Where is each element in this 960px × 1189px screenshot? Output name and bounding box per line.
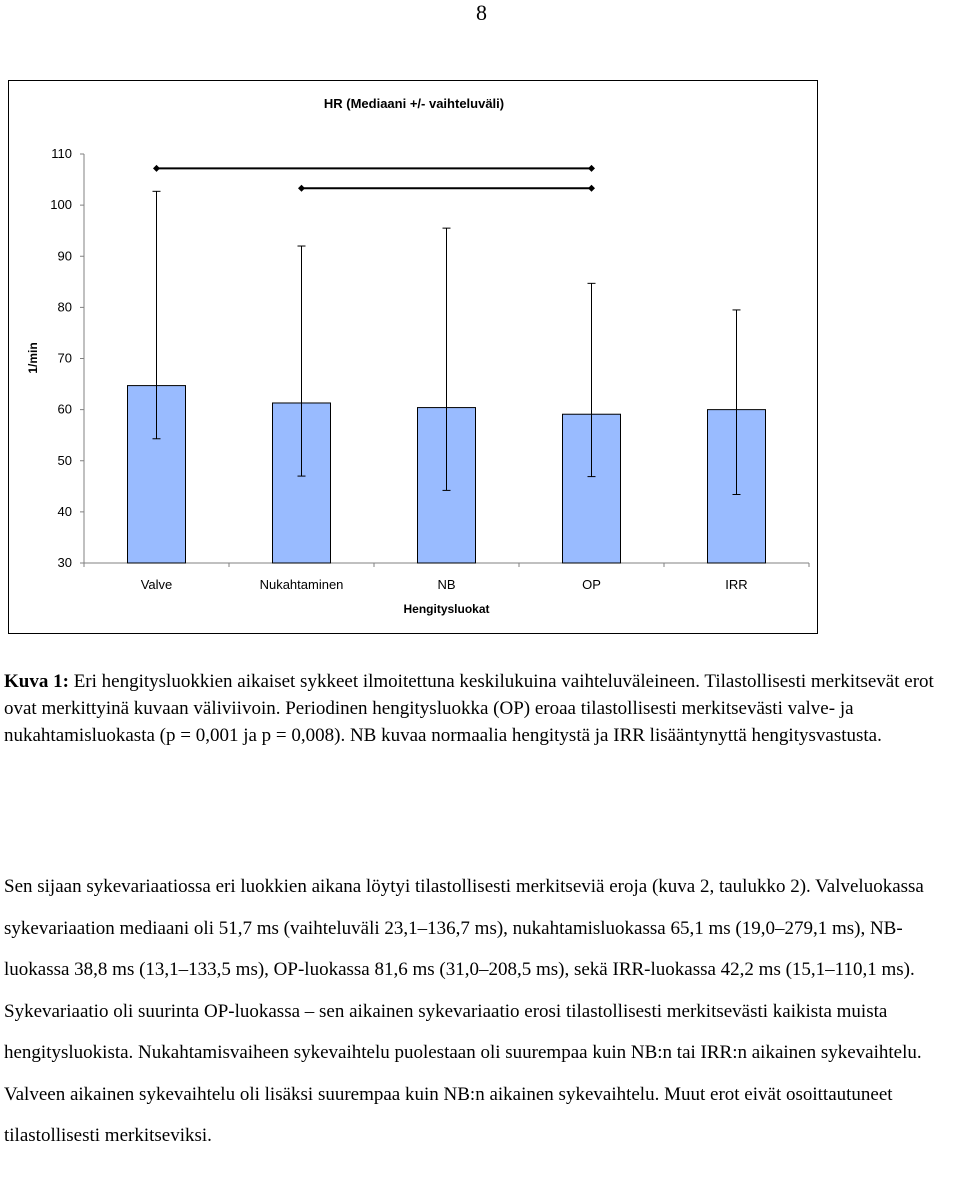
figure-caption: Kuva 1: Eri hengitysluokkien aikaiset sy… xyxy=(4,668,956,749)
y-tick-label: 50 xyxy=(58,453,72,468)
significance-marker xyxy=(588,184,595,192)
body-paragraph: Sen sijaan sykevariaatiossa eri luokkien… xyxy=(4,876,924,1146)
y-tick-label: 40 xyxy=(58,504,72,519)
y-tick-label: 80 xyxy=(58,299,72,314)
y-tick-label: 60 xyxy=(58,402,72,417)
hr-bar-chart: HR (Mediaani +/- vaihteluväli) 1/min 110 10… xyxy=(26,96,810,616)
y-tick-label: 30 xyxy=(58,555,72,570)
x-tick-label: OP xyxy=(582,577,601,592)
y-tick-label: 90 xyxy=(58,248,72,263)
significance-marker xyxy=(588,164,595,172)
x-tick-label: Nukahtaminen xyxy=(260,577,344,592)
y-tick-label: 110 xyxy=(51,146,72,161)
x-tick-label: Valve xyxy=(141,577,173,592)
caption-text: Eri hengitysluokkien aikaiset sykkeet il… xyxy=(4,671,934,746)
y-axis-label: 1/min xyxy=(26,342,40,373)
chart-frame: HR (Mediaani +/- vaihteluväli) 1/min 110 10… xyxy=(8,80,818,634)
chart-title: HR (Mediaani +/- vaihteluväli) xyxy=(324,96,504,111)
x-axis-label: Hengitysluokat xyxy=(403,602,489,616)
caption-label: Kuva 1: xyxy=(4,671,69,692)
significance-marker xyxy=(298,184,305,192)
y-tick-label: 100 xyxy=(50,197,72,212)
significance-marker xyxy=(153,164,160,172)
x-tick-label: NB xyxy=(437,577,455,592)
y-tick-label: 70 xyxy=(58,351,72,366)
x-tick-label: IRR xyxy=(725,577,747,592)
page-number: 8 xyxy=(476,0,487,25)
